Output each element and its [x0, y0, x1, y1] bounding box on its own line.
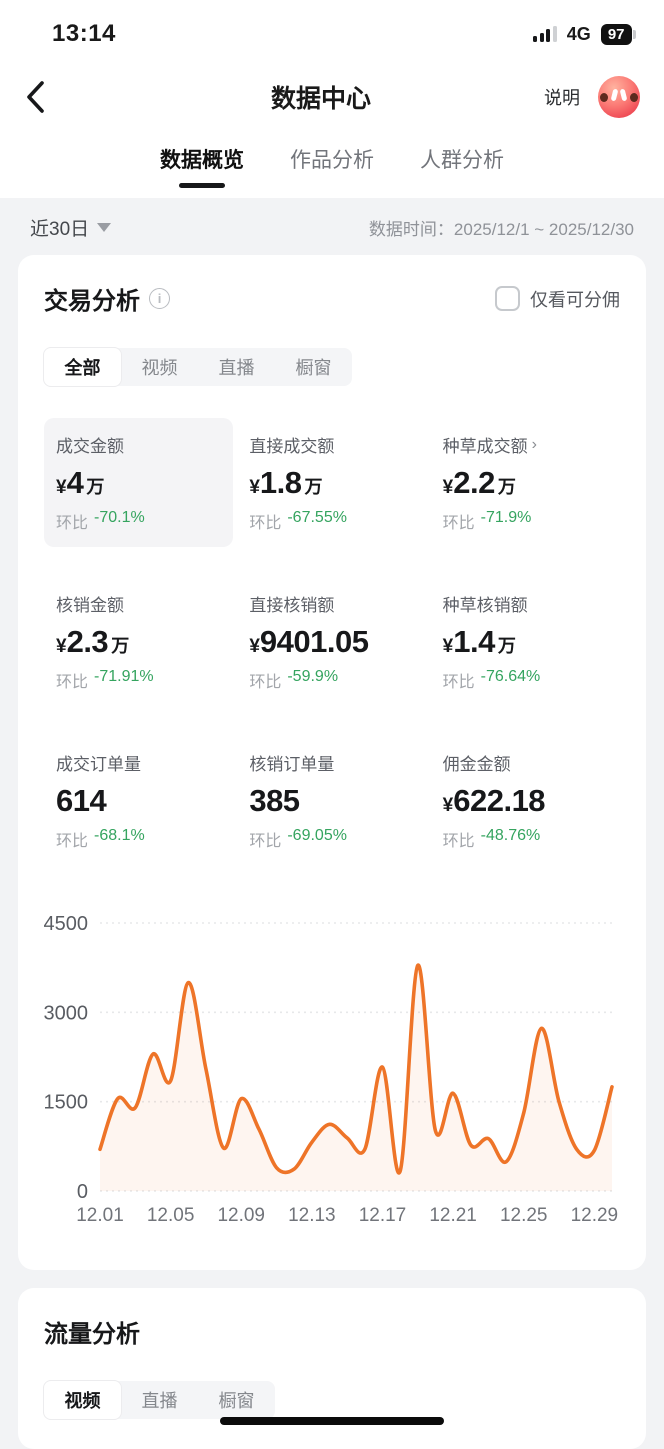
page-title: 数据中心: [270, 85, 371, 113]
svg-text:12.01: 12.01: [76, 1205, 124, 1226]
traffic-segment-showcase[interactable]: 橱窗: [218, 1391, 255, 1411]
trade-segmented-control: 全部 视频 直播 橱窗: [44, 348, 352, 386]
avatar[interactable]: [598, 76, 640, 118]
metric-redeemed-amount[interactable]: 核销金额 ¥2.3 万 环比 -71.91%: [56, 596, 154, 691]
clock: 13:14: [52, 20, 116, 47]
home-indicator[interactable]: [220, 1417, 444, 1425]
help-button[interactable]: 说明: [544, 88, 580, 108]
top-app-bar: 13:14 4G 97 数据中心 说明 数据概览: [0, 0, 664, 198]
battery-icon: 97: [600, 23, 636, 45]
network-type: 4G: [566, 23, 591, 44]
date-range-dropdown[interactable]: 近30日: [30, 214, 112, 241]
tab-content-analysis[interactable]: 作品分析: [290, 149, 374, 172]
metric-seeding-redeemed[interactable]: 种草核销额 ¥1.4 万 环比 -76.64%: [442, 596, 541, 691]
svg-text:3000: 3000: [44, 1002, 88, 1024]
svg-text:12.25: 12.25: [500, 1205, 548, 1226]
back-chevron-icon: [27, 81, 44, 113]
metric-seeding-gmv[interactable]: 种草成交额 › ¥2.2 万 环比 -71.9%: [442, 435, 537, 533]
top-tabs: 数据概览 作品分析 人群分析: [0, 144, 664, 188]
metrics-grid: 成交金额 ¥4 万 环比 -70.1% 直接成交额 ¥1.8 万 环比 -67.55% …: [44, 418, 620, 865]
status-bar: 13:14 4G 97: [0, 0, 664, 54]
back-button[interactable]: [24, 80, 68, 114]
active-tab-underline: [179, 183, 225, 188]
battery-percent: 97: [600, 23, 632, 45]
svg-text:12.13: 12.13: [288, 1205, 336, 1226]
svg-text:0: 0: [77, 1181, 88, 1203]
metric-order-count[interactable]: 成交订单量 614 环比 -68.1%: [56, 755, 145, 850]
traffic-segment-video[interactable]: 视频: [44, 1381, 121, 1419]
traffic-segment-live[interactable]: 直播: [141, 1391, 178, 1411]
data-time-label: 数据时间：2025/12/1 ~ 2025/12/30: [368, 220, 634, 239]
signal-strength-icon: [533, 26, 557, 42]
dropdown-triangle-icon: [97, 223, 112, 232]
tab-audience-analysis[interactable]: 人群分析: [420, 149, 504, 172]
chevron-right-icon: ›: [531, 435, 537, 453]
metric-direct-redeemed[interactable]: 直接核销额 ¥9401.05 环比 -59.9%: [249, 596, 369, 691]
tab-data-overview[interactable]: 数据概览: [160, 144, 244, 188]
trade-card-title: 交易分析: [44, 288, 140, 315]
traffic-segmented-control: 视频 直播 橱窗: [44, 1381, 275, 1419]
traffic-card-title: 流量分析: [44, 1321, 140, 1348]
segment-video[interactable]: 视频: [141, 358, 178, 378]
commission-only-toggle[interactable]: 仅看可分佣: [495, 286, 620, 312]
metric-direct-gmv[interactable]: 直接成交额 ¥1.8 万 环比 -67.55%: [249, 437, 347, 532]
page-header: 数据中心 说明: [0, 54, 664, 122]
segment-live[interactable]: 直播: [218, 358, 255, 378]
svg-text:12.29: 12.29: [571, 1205, 619, 1226]
trade-analysis-card: 交易分析 i 仅看可分佣 全部 视频 直播 橱窗 成交金额 ¥4 万 环比 -70.…: [18, 255, 646, 1270]
svg-text:12.17: 12.17: [359, 1205, 407, 1226]
info-icon[interactable]: i: [149, 288, 170, 309]
svg-text:1500: 1500: [44, 1092, 88, 1114]
segment-all[interactable]: 全部: [44, 348, 121, 386]
trend-line-chart[interactable]: 0 1500 3000 4500 12.01 12.05 12.09 12.13 12.17 12…: [44, 899, 620, 1240]
metric-commission[interactable]: 佣金金额 ¥622.18 环比 -48.76%: [442, 755, 546, 850]
metric-gmv[interactable]: 成交金额 ¥4 万 环比 -70.1%: [44, 418, 234, 547]
filter-row: 近30日 数据时间：2025/12/1 ~ 2025/12/30: [0, 198, 664, 255]
segment-showcase[interactable]: 橱窗: [295, 358, 332, 378]
checkbox-unchecked[interactable]: [495, 286, 520, 311]
metric-redeemed-order-count[interactable]: 核销订单量 385 环比 -69.05%: [249, 755, 347, 850]
svg-text:12.09: 12.09: [217, 1205, 265, 1226]
svg-text:4500: 4500: [44, 913, 88, 935]
svg-text:12.21: 12.21: [429, 1205, 477, 1226]
svg-text:12.05: 12.05: [147, 1205, 195, 1226]
